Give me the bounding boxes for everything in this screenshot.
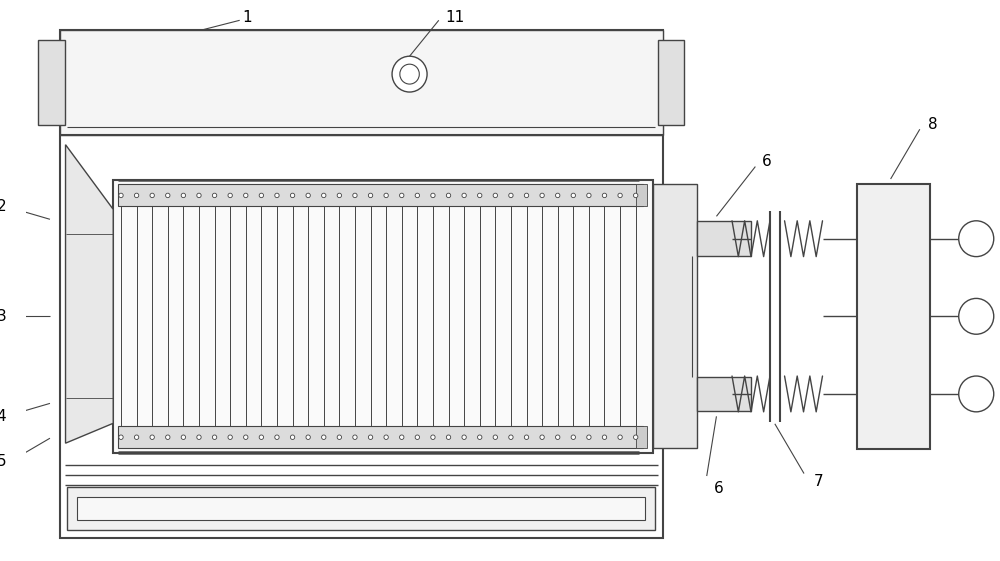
Circle shape [212, 193, 217, 197]
Circle shape [384, 435, 388, 439]
Circle shape [571, 193, 575, 197]
Circle shape [353, 193, 357, 197]
Bar [77, 497, 645, 520]
Circle shape [446, 435, 451, 439]
Circle shape [556, 435, 560, 439]
Text: 3: 3 [0, 309, 6, 324]
Circle shape [166, 193, 170, 197]
Text: 8: 8 [928, 117, 937, 132]
Circle shape [618, 193, 622, 197]
Circle shape [493, 193, 498, 197]
Text: 6: 6 [714, 481, 723, 496]
Circle shape [556, 193, 560, 197]
Circle shape [290, 435, 295, 439]
Circle shape [306, 435, 310, 439]
Text: 6: 6 [762, 154, 772, 169]
Circle shape [415, 435, 420, 439]
Circle shape [602, 193, 607, 197]
Bar [118, 426, 643, 448]
Circle shape [400, 193, 404, 197]
Circle shape [228, 435, 232, 439]
Circle shape [431, 193, 435, 197]
Circle shape [634, 435, 638, 439]
Circle shape [322, 193, 326, 197]
Text: 11: 11 [446, 10, 465, 25]
Bar [653, 185, 697, 448]
Circle shape [524, 193, 529, 197]
Bar [60, 30, 663, 135]
Circle shape [322, 435, 326, 439]
Circle shape [571, 435, 575, 439]
Circle shape [197, 435, 201, 439]
Circle shape [275, 193, 279, 197]
Circle shape [959, 376, 994, 412]
Circle shape [368, 435, 373, 439]
Circle shape [134, 193, 139, 197]
Circle shape [478, 435, 482, 439]
Bar [697, 221, 751, 256]
Circle shape [540, 193, 544, 197]
Circle shape [290, 193, 295, 197]
Circle shape [244, 435, 248, 439]
Circle shape [959, 298, 994, 334]
Circle shape [524, 435, 529, 439]
Circle shape [166, 435, 170, 439]
Polygon shape [66, 145, 113, 443]
Circle shape [197, 193, 201, 197]
Circle shape [446, 193, 451, 197]
Circle shape [244, 193, 248, 197]
Bar [697, 376, 751, 411]
Circle shape [150, 193, 154, 197]
Text: 2: 2 [0, 199, 6, 214]
Circle shape [150, 435, 154, 439]
Text: 7: 7 [814, 474, 823, 489]
Bar [857, 184, 930, 449]
Circle shape [259, 193, 264, 197]
Circle shape [212, 435, 217, 439]
Circle shape [618, 435, 622, 439]
Bar [113, 180, 653, 453]
Circle shape [368, 193, 373, 197]
Circle shape [431, 435, 435, 439]
Bar [636, 426, 647, 448]
Circle shape [462, 193, 466, 197]
Circle shape [119, 193, 123, 197]
Circle shape [228, 193, 232, 197]
Circle shape [275, 435, 279, 439]
Circle shape [306, 193, 310, 197]
Text: 4: 4 [0, 409, 6, 424]
Circle shape [134, 435, 139, 439]
Circle shape [337, 193, 342, 197]
Circle shape [400, 435, 404, 439]
Circle shape [462, 435, 466, 439]
Bar [118, 185, 643, 206]
Bar [67, 487, 655, 530]
Bar [38, 40, 65, 125]
Bar [636, 185, 647, 206]
Text: 5: 5 [0, 454, 6, 468]
Circle shape [478, 193, 482, 197]
Circle shape [493, 435, 498, 439]
Bar [60, 30, 663, 538]
Circle shape [634, 193, 638, 197]
Bar [658, 40, 684, 125]
Circle shape [353, 435, 357, 439]
Circle shape [384, 193, 388, 197]
Circle shape [959, 221, 994, 256]
Text: 1: 1 [243, 10, 252, 25]
Circle shape [509, 193, 513, 197]
Circle shape [602, 435, 607, 439]
Circle shape [587, 193, 591, 197]
Circle shape [181, 435, 186, 439]
Circle shape [181, 193, 186, 197]
Circle shape [119, 435, 123, 439]
Circle shape [587, 435, 591, 439]
Circle shape [540, 435, 544, 439]
Circle shape [392, 56, 427, 92]
Circle shape [337, 435, 342, 439]
Circle shape [415, 193, 420, 197]
Circle shape [259, 435, 264, 439]
Circle shape [509, 435, 513, 439]
